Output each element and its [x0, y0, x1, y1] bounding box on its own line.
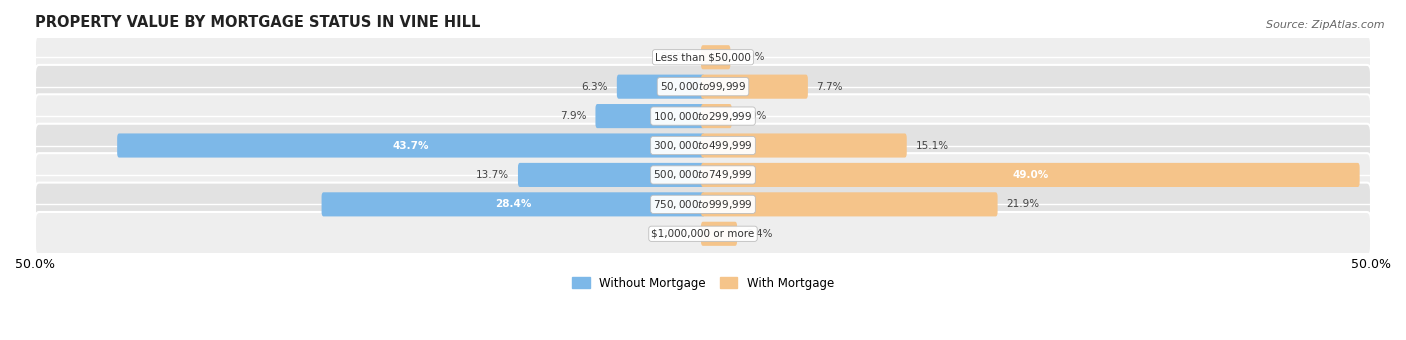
Legend: Without Mortgage, With Mortgage: Without Mortgage, With Mortgage	[567, 272, 839, 294]
Text: 7.7%: 7.7%	[817, 82, 844, 92]
Text: 43.7%: 43.7%	[392, 140, 429, 151]
FancyBboxPatch shape	[35, 124, 1371, 167]
FancyBboxPatch shape	[702, 192, 998, 217]
FancyBboxPatch shape	[517, 163, 704, 187]
FancyBboxPatch shape	[117, 133, 704, 157]
Text: $1,000,000 or more: $1,000,000 or more	[651, 229, 755, 239]
FancyBboxPatch shape	[702, 74, 808, 99]
Text: 13.7%: 13.7%	[477, 170, 509, 180]
Text: 2.0%: 2.0%	[741, 111, 766, 121]
FancyBboxPatch shape	[596, 104, 704, 128]
Text: 1.9%: 1.9%	[740, 52, 766, 62]
Text: $50,000 to $99,999: $50,000 to $99,999	[659, 80, 747, 93]
FancyBboxPatch shape	[35, 65, 1371, 108]
Text: 0.0%: 0.0%	[661, 229, 688, 239]
FancyBboxPatch shape	[35, 212, 1371, 256]
FancyBboxPatch shape	[702, 104, 731, 128]
FancyBboxPatch shape	[702, 45, 730, 69]
Text: Source: ZipAtlas.com: Source: ZipAtlas.com	[1267, 20, 1385, 30]
FancyBboxPatch shape	[35, 183, 1371, 226]
Text: 21.9%: 21.9%	[1007, 199, 1039, 209]
Text: 6.3%: 6.3%	[582, 82, 609, 92]
FancyBboxPatch shape	[35, 153, 1371, 197]
Text: 2.4%: 2.4%	[745, 229, 772, 239]
FancyBboxPatch shape	[35, 94, 1371, 138]
Text: $300,000 to $499,999: $300,000 to $499,999	[654, 139, 752, 152]
Text: 49.0%: 49.0%	[1012, 170, 1049, 180]
Text: $100,000 to $299,999: $100,000 to $299,999	[654, 109, 752, 123]
FancyBboxPatch shape	[322, 192, 704, 217]
Text: Less than $50,000: Less than $50,000	[655, 52, 751, 62]
Text: $750,000 to $999,999: $750,000 to $999,999	[654, 198, 752, 211]
Text: 15.1%: 15.1%	[915, 140, 949, 151]
Text: $500,000 to $749,999: $500,000 to $749,999	[654, 168, 752, 182]
FancyBboxPatch shape	[702, 163, 1360, 187]
Text: 0.0%: 0.0%	[661, 52, 688, 62]
Text: PROPERTY VALUE BY MORTGAGE STATUS IN VINE HILL: PROPERTY VALUE BY MORTGAGE STATUS IN VIN…	[35, 15, 481, 30]
FancyBboxPatch shape	[702, 133, 907, 157]
Text: 7.9%: 7.9%	[560, 111, 586, 121]
FancyBboxPatch shape	[617, 74, 704, 99]
FancyBboxPatch shape	[702, 222, 737, 246]
Text: 28.4%: 28.4%	[495, 199, 531, 209]
FancyBboxPatch shape	[35, 35, 1371, 79]
